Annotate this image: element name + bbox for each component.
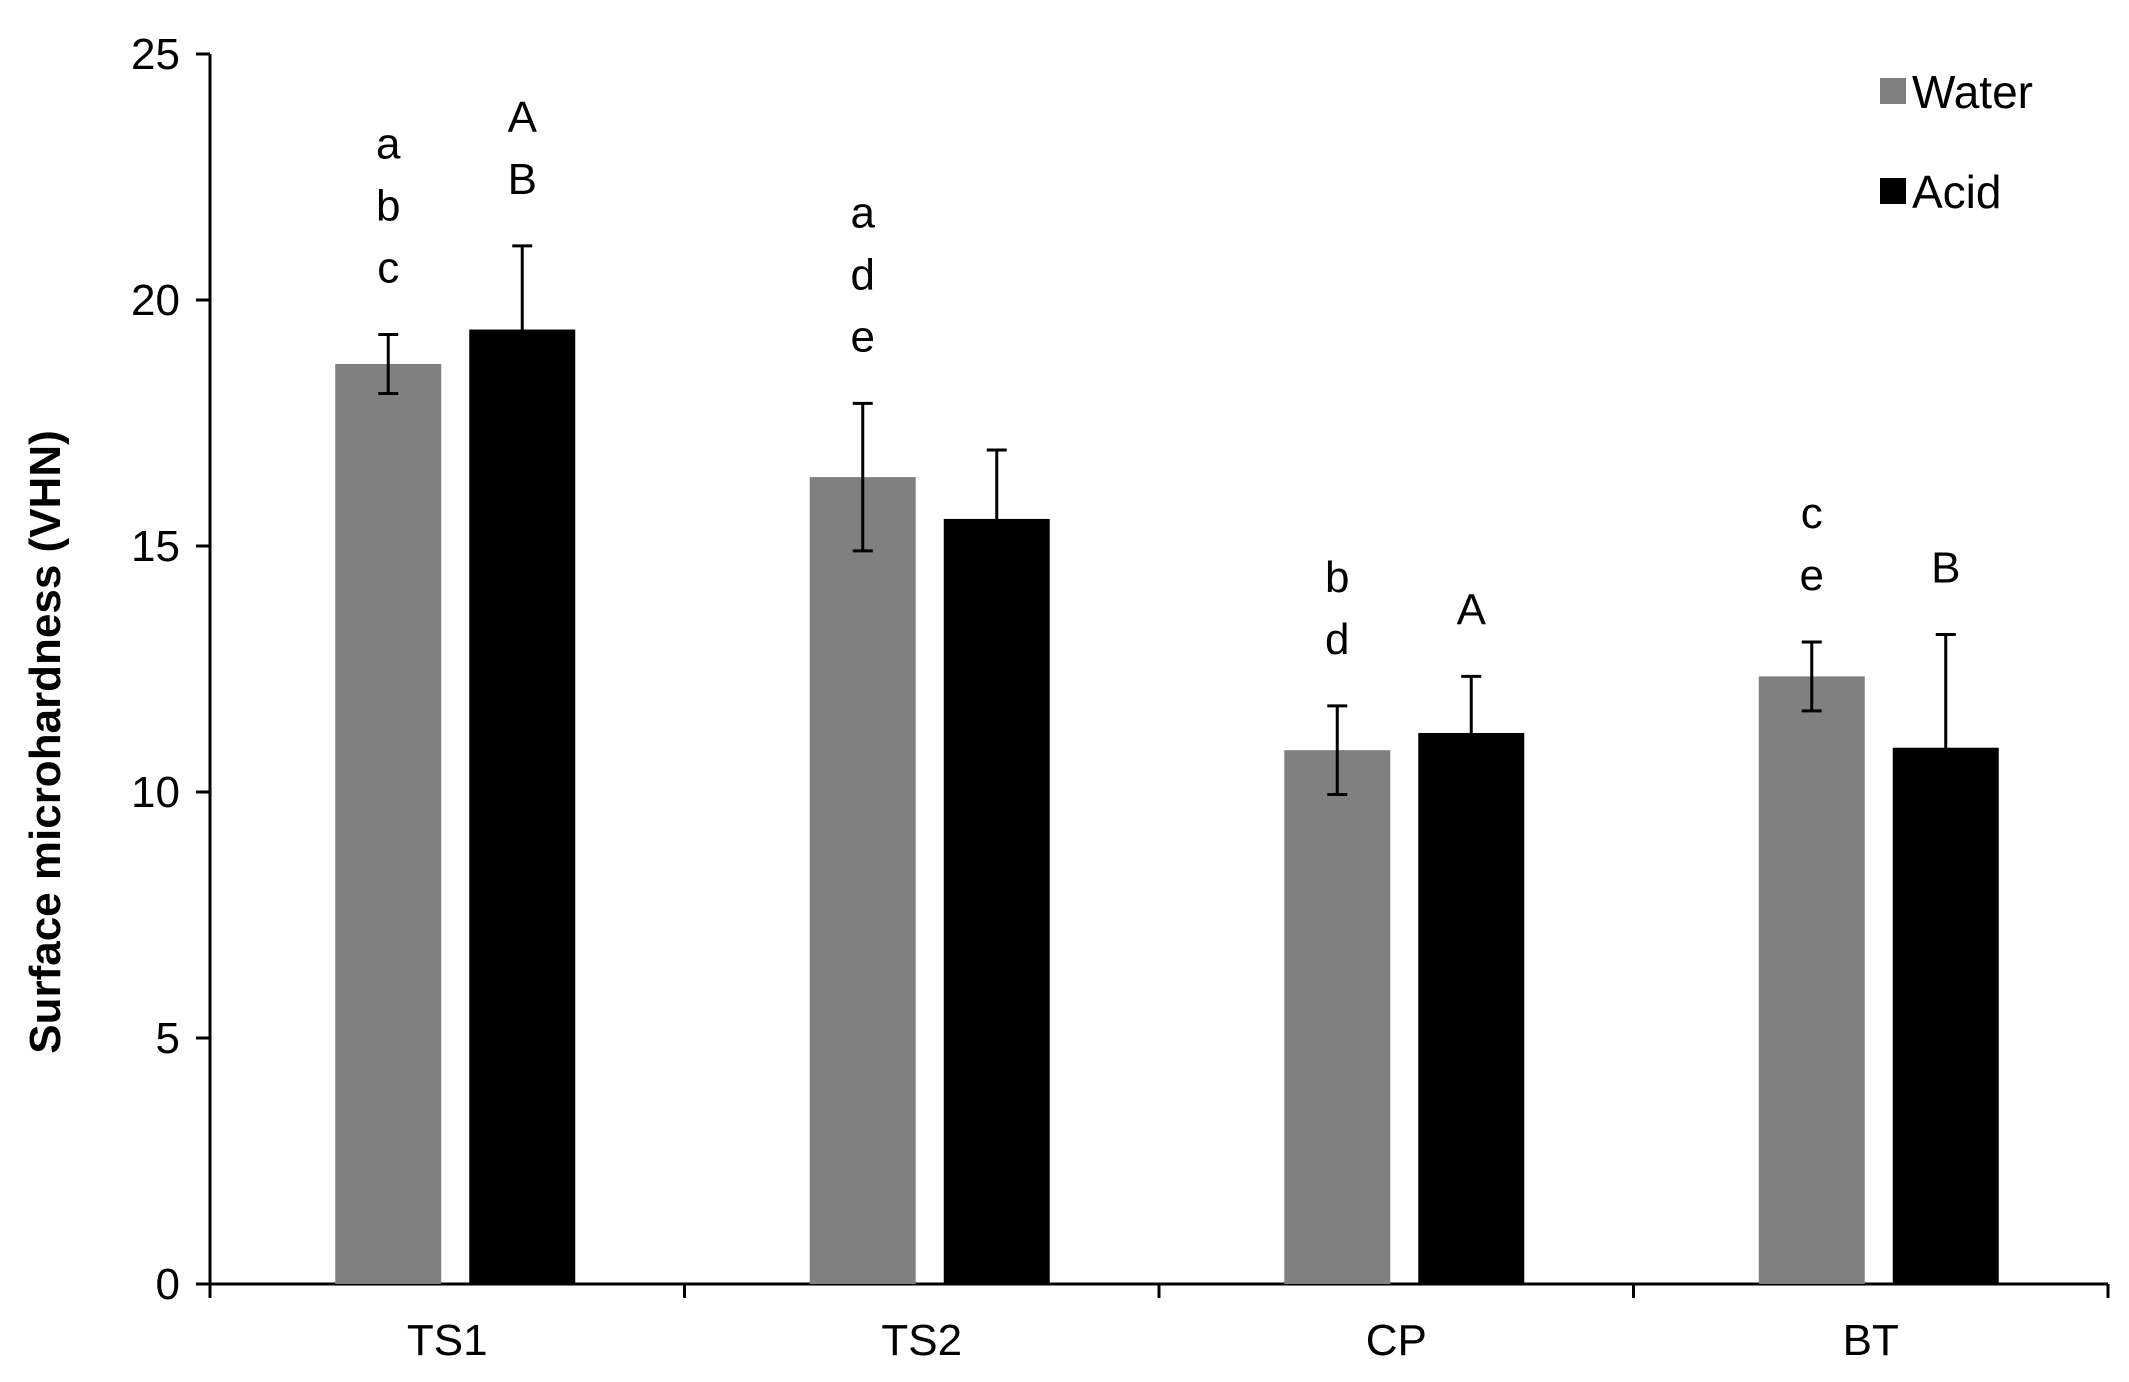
y-tick-label: 15 bbox=[131, 522, 180, 571]
legend-label-water: Water bbox=[1912, 66, 2033, 118]
bar-acid-cp bbox=[1418, 732, 1525, 1284]
legend: Water Acid bbox=[1880, 66, 2033, 218]
bar-series bbox=[335, 329, 1999, 1285]
legend-swatch-acid bbox=[1880, 178, 1906, 204]
annotation-letter: b bbox=[1325, 553, 1349, 602]
annotation-letter: a bbox=[376, 119, 401, 168]
annotation-letter: a bbox=[851, 188, 876, 237]
y-tick-label: 0 bbox=[156, 1260, 180, 1309]
bar-water-ts1 bbox=[335, 363, 442, 1285]
bar-acid-ts2 bbox=[943, 518, 1050, 1284]
x-tick-label: CP bbox=[1366, 1316, 1427, 1365]
annotation-letter: c bbox=[377, 243, 399, 292]
annotation-letter: b bbox=[376, 181, 400, 230]
annotation-letter: B bbox=[508, 155, 537, 204]
annotation-letter: e bbox=[851, 312, 875, 361]
annotation-letter: A bbox=[1457, 585, 1487, 634]
x-axis-labels: TS1 TS2 CP BT bbox=[407, 1316, 1899, 1365]
y-tick-label: 10 bbox=[131, 768, 180, 817]
x-tick-label: BT bbox=[1843, 1316, 1899, 1365]
bar-water-ts2 bbox=[809, 477, 916, 1284]
y-tick-label: 20 bbox=[131, 276, 180, 325]
annotation-letter: A bbox=[508, 93, 538, 142]
bar-water-cp bbox=[1284, 750, 1391, 1284]
legend-swatch-water bbox=[1880, 78, 1906, 104]
error-bars bbox=[378, 244, 1956, 863]
x-tick-label: TS2 bbox=[881, 1316, 962, 1365]
bar-water-bt bbox=[1758, 676, 1865, 1284]
y-tick-label: 25 bbox=[131, 30, 180, 79]
annotation-letter: d bbox=[851, 250, 875, 299]
y-tick-label: 5 bbox=[156, 1014, 180, 1063]
bar-acid-ts1 bbox=[469, 329, 576, 1284]
x-tick-label: TS1 bbox=[407, 1316, 488, 1365]
annotation-letter: d bbox=[1325, 615, 1349, 664]
legend-label-acid: Acid bbox=[1912, 166, 2001, 218]
y-axis-title: Surface microhardness (VHN) bbox=[21, 430, 70, 1054]
annotation-letter: B bbox=[1931, 544, 1960, 593]
y-axis-ticks: 0 5 10 15 20 25 bbox=[131, 30, 210, 1309]
annotation-letter: c bbox=[1801, 489, 1823, 538]
annotation-letter: e bbox=[1800, 551, 1824, 600]
